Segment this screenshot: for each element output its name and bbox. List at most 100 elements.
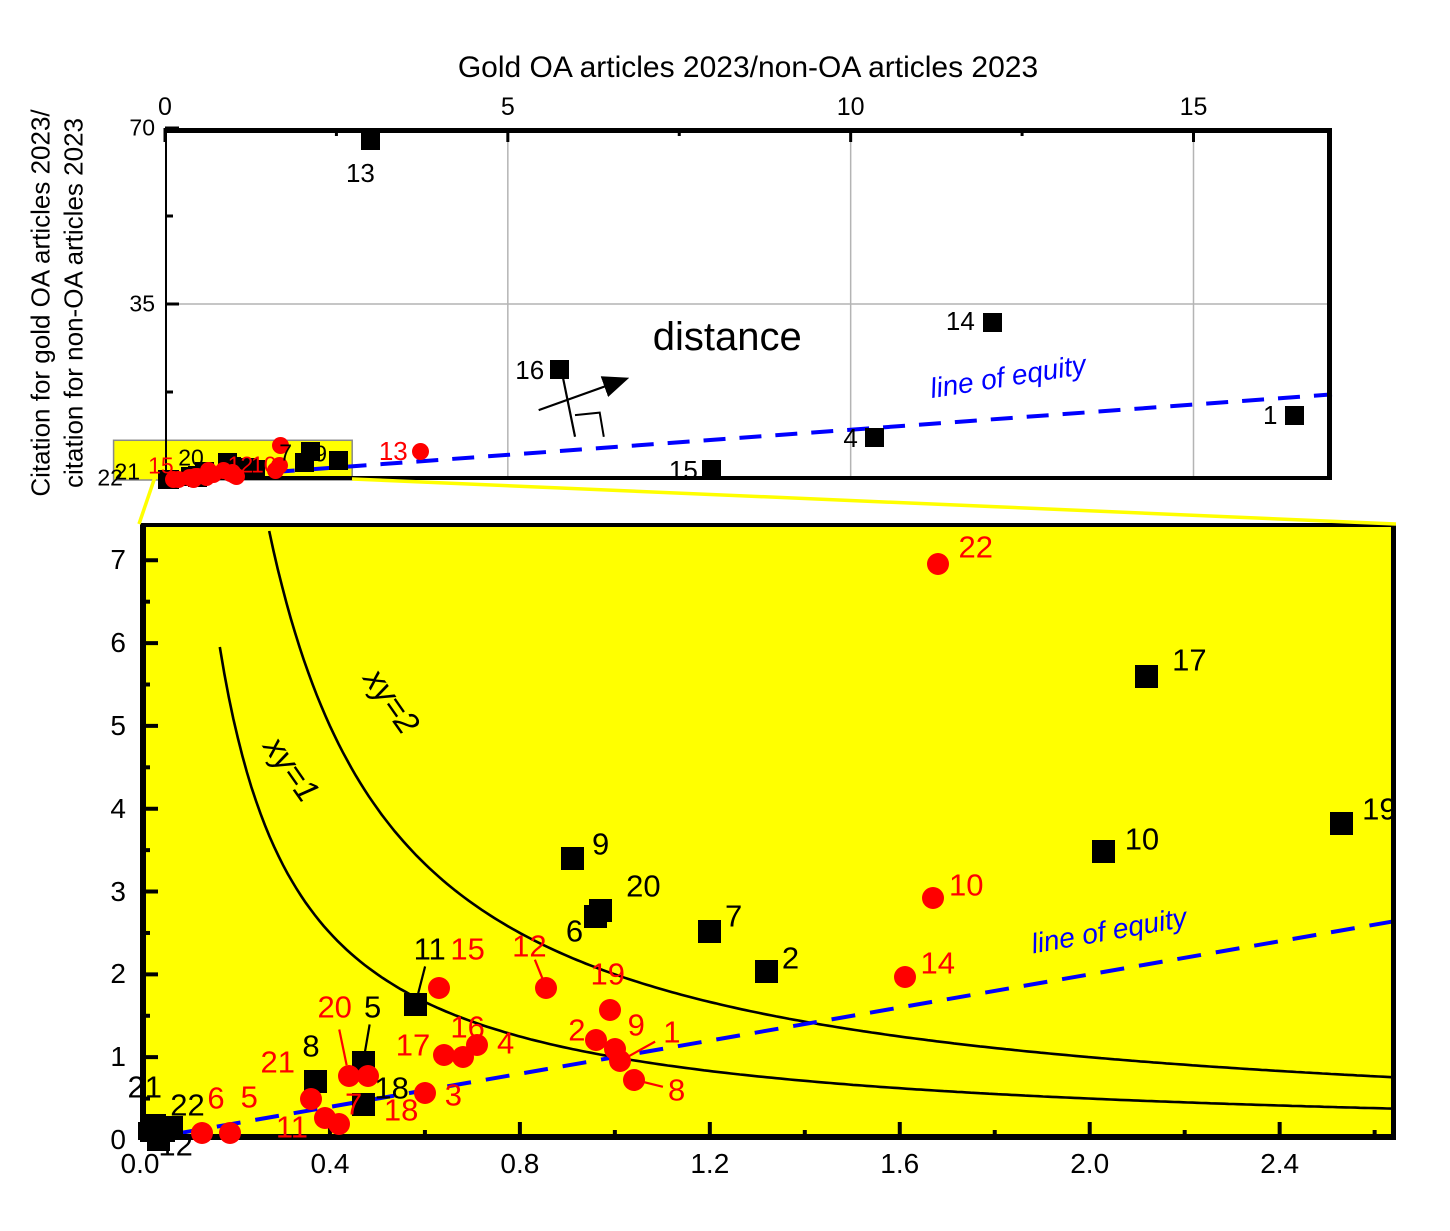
cluster-garble-label-9: 9 xyxy=(314,440,328,467)
point-label-black-squares-21: 21 xyxy=(127,1069,162,1105)
point-label-red-dots-4: 4 xyxy=(497,1025,515,1061)
cluster-garble-label-7: 7 xyxy=(279,439,293,466)
point-label-black-squares-20: 20 xyxy=(626,868,661,904)
zoomed-x-tick-label: 0.0 xyxy=(120,1148,160,1179)
point-label-red-dots-1: 1 xyxy=(663,1014,681,1050)
data-point-red-dots-8 xyxy=(622,1068,645,1091)
data-point-black-squares-10 xyxy=(1092,840,1116,864)
data-point-red-dots-4 xyxy=(466,1033,489,1056)
point-label-red-dots-7: 7 xyxy=(345,1086,363,1122)
point-label-black-squares-6: 6 xyxy=(565,913,584,949)
data-point-red-dots-22 xyxy=(926,553,949,576)
point-label-black-squares-11: 11 xyxy=(413,931,446,967)
point-label-red-dots-20: 20 xyxy=(317,989,352,1025)
data-point-red-dots-1 xyxy=(608,1050,631,1073)
data-point-red-dots-21 xyxy=(299,1088,322,1111)
overview-x-tick-label: 10 xyxy=(836,93,865,121)
data-point-red-dots-6 xyxy=(190,1121,213,1144)
distance-arrow xyxy=(538,376,630,412)
point-label-black-squares-15: 15 xyxy=(668,455,698,486)
point-label-black-squares-2: 2 xyxy=(781,940,800,976)
chart-title: Gold OA articles 2023/non-OA articles 20… xyxy=(457,51,1039,84)
data-point-red-dots-15 xyxy=(428,976,451,999)
label-leader-circle-20 xyxy=(338,1029,348,1066)
line-of-equity xyxy=(164,392,1333,482)
data-point-red-dots-8-compressed xyxy=(227,467,245,485)
data-point-black-squares-18 xyxy=(351,1092,375,1116)
cluster-garble-label-20: 20 xyxy=(178,444,204,471)
point-label-black-squares-8: 8 xyxy=(302,1028,320,1064)
zoomed-y-tick-label: 6 xyxy=(110,627,126,659)
point-label-black-squares-19: 19 xyxy=(1362,791,1397,827)
data-point-red-dots-13 xyxy=(411,443,429,461)
data-point-red-dots-20 xyxy=(337,1065,360,1088)
cluster-garble-label-10: 10 xyxy=(250,451,277,478)
zoomed-y-tick-label: 5 xyxy=(110,709,126,741)
data-point-red-dots-14 xyxy=(893,965,916,988)
point-label-red-dots-6: 6 xyxy=(207,1080,225,1116)
data-point-red-dots-5 xyxy=(219,1121,242,1144)
label-leader-square-5 xyxy=(363,1024,371,1054)
point-label-red-dots-11: 11 xyxy=(275,1109,309,1145)
connector-left xyxy=(137,476,157,525)
point-label-red-dots-9: 9 xyxy=(627,1007,645,1043)
data-point-red-dots-10 xyxy=(922,887,944,910)
point-label-red-dots-22: 22 xyxy=(958,529,993,565)
zoomed-x-tick-label: 0.4 xyxy=(310,1148,350,1179)
right-angle-marker xyxy=(574,411,605,437)
zoomed-y-tick-label: 2 xyxy=(110,958,126,990)
point-label-black-squares-10: 10 xyxy=(1124,821,1160,857)
point-label-red-dots-16: 16 xyxy=(450,1009,485,1045)
data-point-red-dots-11-compressed xyxy=(183,470,201,488)
data-point-red-dots-11 xyxy=(314,1106,337,1129)
overview-x-tick-label: 0 xyxy=(158,93,172,121)
y-axis-title-line1: Citation for gold OA articles 2023/ xyxy=(25,109,56,497)
data-point-black-squares-2-compressed xyxy=(246,460,265,480)
point-label-red-dots-15: 15 xyxy=(450,931,485,967)
point-label-black-squares-18: 18 xyxy=(374,1070,409,1106)
point-label-red-dots-12: 12 xyxy=(512,928,547,964)
data-point-black-squares-7 xyxy=(698,919,722,943)
point-label-black-squares-14: 14 xyxy=(945,305,975,336)
data-point-black-squares-19 xyxy=(1329,812,1353,836)
data-point-black-squares-1 xyxy=(1284,405,1304,425)
point-label-red-dots-14: 14 xyxy=(920,945,955,981)
overview-scatter-panel: 0 5 10 15 35 70 13 16 14 4 15 1 13 line of equity dist… xyxy=(97,95,1333,489)
data-point-red-dots-5-compressed xyxy=(169,471,187,489)
point-label-red-dots-5: 5 xyxy=(240,1079,258,1115)
point-label-black-squares-7: 7 xyxy=(724,898,743,934)
zoomed-x-tick-label: 2.4 xyxy=(1260,1148,1300,1179)
point-label-black-squares-13: 13 xyxy=(345,158,375,189)
point-label-black-squares-22: 22 xyxy=(170,1087,205,1123)
cluster-garble-label-22: 22 xyxy=(97,464,123,491)
data-point-black-squares-14 xyxy=(983,312,1003,332)
point-label-red-dots-13: 13 xyxy=(378,435,408,466)
label-leader-square-11 xyxy=(416,966,427,996)
data-point-red-dots-14-compressed xyxy=(266,461,284,479)
zoomed-y-tick-label: 0 xyxy=(110,1124,126,1155)
zoomed-x-tick-label: 0.8 xyxy=(500,1148,540,1179)
zoomed-y-tick-label: 3 xyxy=(110,875,126,907)
point-label-black-squares-5: 5 xyxy=(364,989,382,1025)
data-point-black-squares-16 xyxy=(550,360,570,380)
y-axis-title-line2: citation for non-OA articles 2023 xyxy=(58,118,88,488)
data-point-black-squares-13 xyxy=(361,130,381,150)
data-point-red-dots-2 xyxy=(584,1028,607,1051)
overview-plot-svg xyxy=(112,126,1333,482)
zoomed-x-tick-label: 1.2 xyxy=(690,1148,730,1179)
overview-y-tick-label: 70 xyxy=(129,114,155,141)
label-leader-circle-1 xyxy=(627,1040,656,1058)
point-label-black-squares-16: 16 xyxy=(515,354,545,385)
zoomed-x-tick-label: 2.0 xyxy=(1070,1148,1110,1179)
point-label-red-dots-17: 17 xyxy=(395,1027,431,1063)
point-label-black-squares-1: 1 xyxy=(1263,400,1278,431)
cluster-garble-label-12: 12 xyxy=(227,451,254,478)
zoomed-y-tick-label: 4 xyxy=(110,792,126,824)
data-point-black-squares-8 xyxy=(304,1069,328,1093)
point-label-black-squares-12: 12 xyxy=(158,1127,193,1163)
curve-xy-2 xyxy=(267,530,1392,1079)
data-point-black-squares-2 xyxy=(755,960,779,984)
point-label-red-dots-21: 21 xyxy=(260,1044,295,1080)
point-label-red-dots-8: 8 xyxy=(667,1072,686,1108)
point-label-black-squares-9: 9 xyxy=(591,826,610,862)
